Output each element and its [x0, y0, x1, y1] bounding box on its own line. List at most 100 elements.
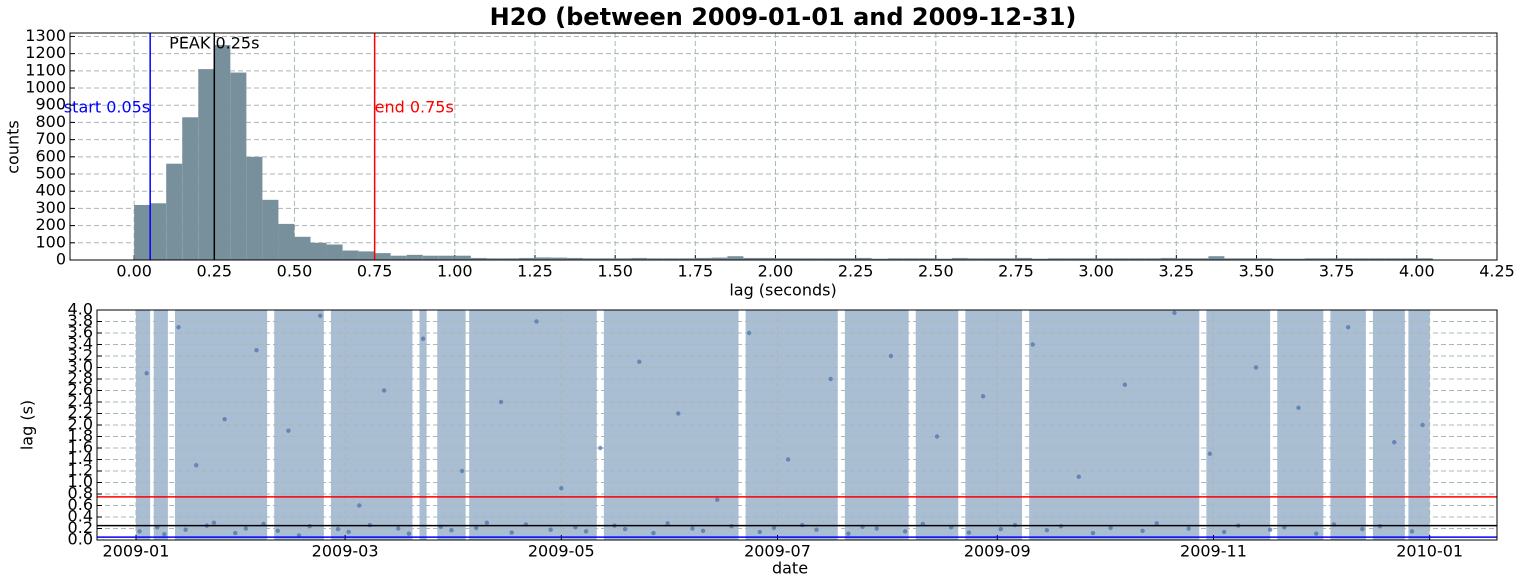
y-tick-label: 1.0 — [68, 472, 93, 491]
scatter-point — [1296, 405, 1301, 410]
scatter-point — [1044, 528, 1050, 533]
y-tick-label: 2.2 — [68, 403, 93, 422]
histogram-bar — [727, 256, 744, 260]
x-tick-label: 2.00 — [758, 262, 794, 281]
histogram-bar — [534, 257, 552, 260]
histogram-bar — [1112, 258, 1129, 260]
histogram-bar — [1160, 257, 1177, 260]
scatter-point — [583, 529, 589, 534]
histogram-bar — [422, 255, 439, 260]
scatter-point — [746, 330, 752, 336]
plot-frame — [96, 309, 1498, 541]
scatter-point — [346, 529, 351, 535]
annotation: PEAK 0.25s — [169, 34, 259, 53]
scatter-point — [1076, 474, 1081, 479]
histogram-bar — [134, 204, 151, 260]
histogram-bar — [903, 258, 920, 260]
histogram-bar — [502, 258, 519, 260]
scatter-point — [715, 497, 720, 502]
scatter-point — [1267, 527, 1273, 532]
histogram-bar — [1224, 258, 1241, 260]
scatter-point — [357, 503, 362, 508]
histogram-bar — [518, 257, 535, 260]
scatter-point — [966, 530, 972, 535]
x-tick-label: 2009-03 — [312, 542, 379, 561]
histogram-bar — [839, 258, 856, 260]
scatter-point — [637, 359, 642, 364]
x-tick-label: 2.25 — [838, 262, 874, 281]
scatter-point — [1221, 529, 1227, 535]
x-tick-label: 0.50 — [277, 262, 313, 281]
scatter-point — [828, 376, 833, 382]
histogram-bar — [438, 255, 455, 260]
y-tick-label: 500 — [35, 164, 66, 183]
scatter-point — [888, 353, 894, 359]
y-tick-label: 0.0 — [68, 530, 93, 549]
x-tick-label: 2009-05 — [528, 542, 595, 561]
x-tick-label: 4.25 — [1479, 262, 1515, 281]
scatter-point — [449, 528, 454, 533]
scatter-point — [651, 530, 656, 536]
y-tick-label: 0.2 — [68, 518, 93, 537]
histogram-bar — [1352, 258, 1369, 260]
histogram-bar — [326, 244, 343, 260]
x-tick-label: 3.00 — [1078, 262, 1114, 281]
histogram-bar — [1384, 258, 1401, 260]
x-tick-label: 0.25 — [196, 262, 232, 281]
x-tick-label: 2.75 — [998, 262, 1034, 281]
scatter-point — [1345, 325, 1351, 330]
scatter-point — [998, 526, 1003, 532]
scatter-point — [1392, 440, 1397, 445]
scatter-point — [318, 313, 323, 318]
histogram-bar — [1304, 258, 1321, 260]
plot-frame — [69, 32, 1498, 261]
histogram-bar — [695, 257, 712, 260]
histogram-bar — [1368, 258, 1385, 260]
histogram-bar — [1192, 258, 1209, 260]
x-axis-label: lag (seconds) — [729, 281, 836, 300]
histogram-bar — [1064, 258, 1081, 260]
histogram-bar — [1400, 258, 1417, 260]
y-tick-label: 400 — [35, 181, 66, 200]
histogram-bar — [454, 255, 471, 260]
histogram-bar — [342, 250, 359, 260]
x-tick-label: 3.75 — [1319, 262, 1355, 281]
scatter-point — [934, 434, 940, 439]
histogram-bar — [1240, 258, 1257, 260]
scatter-point — [665, 521, 670, 526]
scatter-point — [980, 394, 986, 399]
scatter-point — [286, 428, 291, 433]
x-tick-label: 1.25 — [517, 262, 553, 281]
y-tick-label: 3.6 — [68, 323, 93, 342]
histogram-bar — [999, 258, 1016, 260]
y-tick-label: 0.4 — [68, 507, 93, 526]
histogram-bar — [166, 163, 183, 260]
x-tick-label: 1.00 — [437, 262, 473, 281]
histogram-bar — [599, 258, 616, 260]
histogram-bar — [663, 258, 680, 260]
scatter-point — [335, 526, 341, 532]
y-tick-label: 1.4 — [68, 449, 93, 468]
histogram-bar — [679, 258, 696, 260]
scatter-point — [1420, 422, 1425, 428]
histogram-bar — [887, 258, 904, 260]
scatter-point — [1030, 342, 1035, 347]
y-axis-label: lag (s) — [18, 400, 37, 450]
x-tick-label: 2.50 — [918, 262, 954, 281]
histogram-bar — [951, 257, 968, 260]
y-tick-label: 1.2 — [68, 461, 93, 480]
y-tick-label: 800 — [35, 112, 66, 131]
y-tick-label: 2.8 — [68, 369, 93, 388]
scatter-point — [420, 336, 426, 341]
scatter-point — [1207, 451, 1213, 456]
scatter-point — [559, 486, 564, 491]
y-tick-label: 1.8 — [68, 426, 93, 445]
scatter-point — [622, 526, 628, 532]
histogram-bar — [1096, 258, 1113, 260]
scatter-point — [690, 526, 695, 531]
y-tick-label: 2.6 — [68, 380, 93, 399]
scatter-point — [1108, 525, 1113, 531]
scatter-point — [194, 463, 199, 468]
histogram-bar — [1320, 258, 1337, 260]
